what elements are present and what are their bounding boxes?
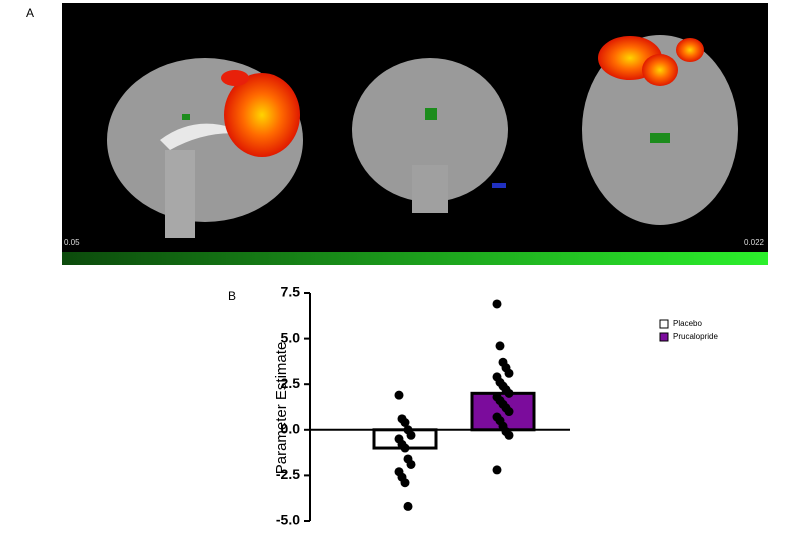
data-point: [495, 341, 505, 351]
activation: [492, 183, 506, 188]
legend-swatch: [659, 319, 669, 329]
data-point: [492, 299, 502, 309]
legend-swatch: [659, 332, 669, 342]
y-tick-label: -5.0: [276, 512, 300, 528]
activation: [650, 133, 670, 143]
data-point: [492, 465, 502, 475]
coronal-stem: [412, 165, 448, 213]
panel-label: B: [228, 289, 236, 303]
axial-slice: [582, 35, 738, 225]
activation: [224, 73, 300, 157]
data-point: [394, 390, 404, 400]
data-point: [406, 430, 416, 440]
y-tick-label: 5.0: [281, 329, 301, 345]
panel-label: A: [26, 6, 34, 20]
data-point: [400, 443, 410, 453]
brainstem: [165, 150, 195, 238]
y-tick-label: 0.0: [281, 421, 301, 437]
coronal-slice: [352, 58, 508, 202]
y-tick-label: -2.5: [276, 466, 300, 482]
activation: [221, 70, 249, 86]
data-point: [400, 478, 410, 488]
data-point: [504, 368, 514, 378]
activation: [676, 38, 704, 62]
activation: [425, 108, 437, 120]
data-point: [504, 430, 514, 440]
y-axis-label: Parameter Estimate: [273, 342, 290, 475]
data-point: [504, 388, 514, 398]
data-point: [504, 407, 514, 417]
data-point: [403, 501, 413, 511]
data-point: [406, 459, 416, 469]
y-tick-label: 2.5: [281, 375, 301, 391]
data-point: [400, 418, 410, 428]
colorbar-max: 0.022: [744, 238, 765, 247]
activation: [182, 114, 190, 120]
legend-label: Placebo: [673, 319, 702, 328]
activation: [642, 54, 678, 86]
colorbar: [62, 252, 768, 265]
legend-label: Prucalopride: [673, 332, 718, 341]
colorbar-min: 0.05: [64, 238, 80, 247]
brain-panel: 0.05 0.022: [62, 3, 768, 265]
y-tick-label: 7.5: [281, 284, 301, 300]
